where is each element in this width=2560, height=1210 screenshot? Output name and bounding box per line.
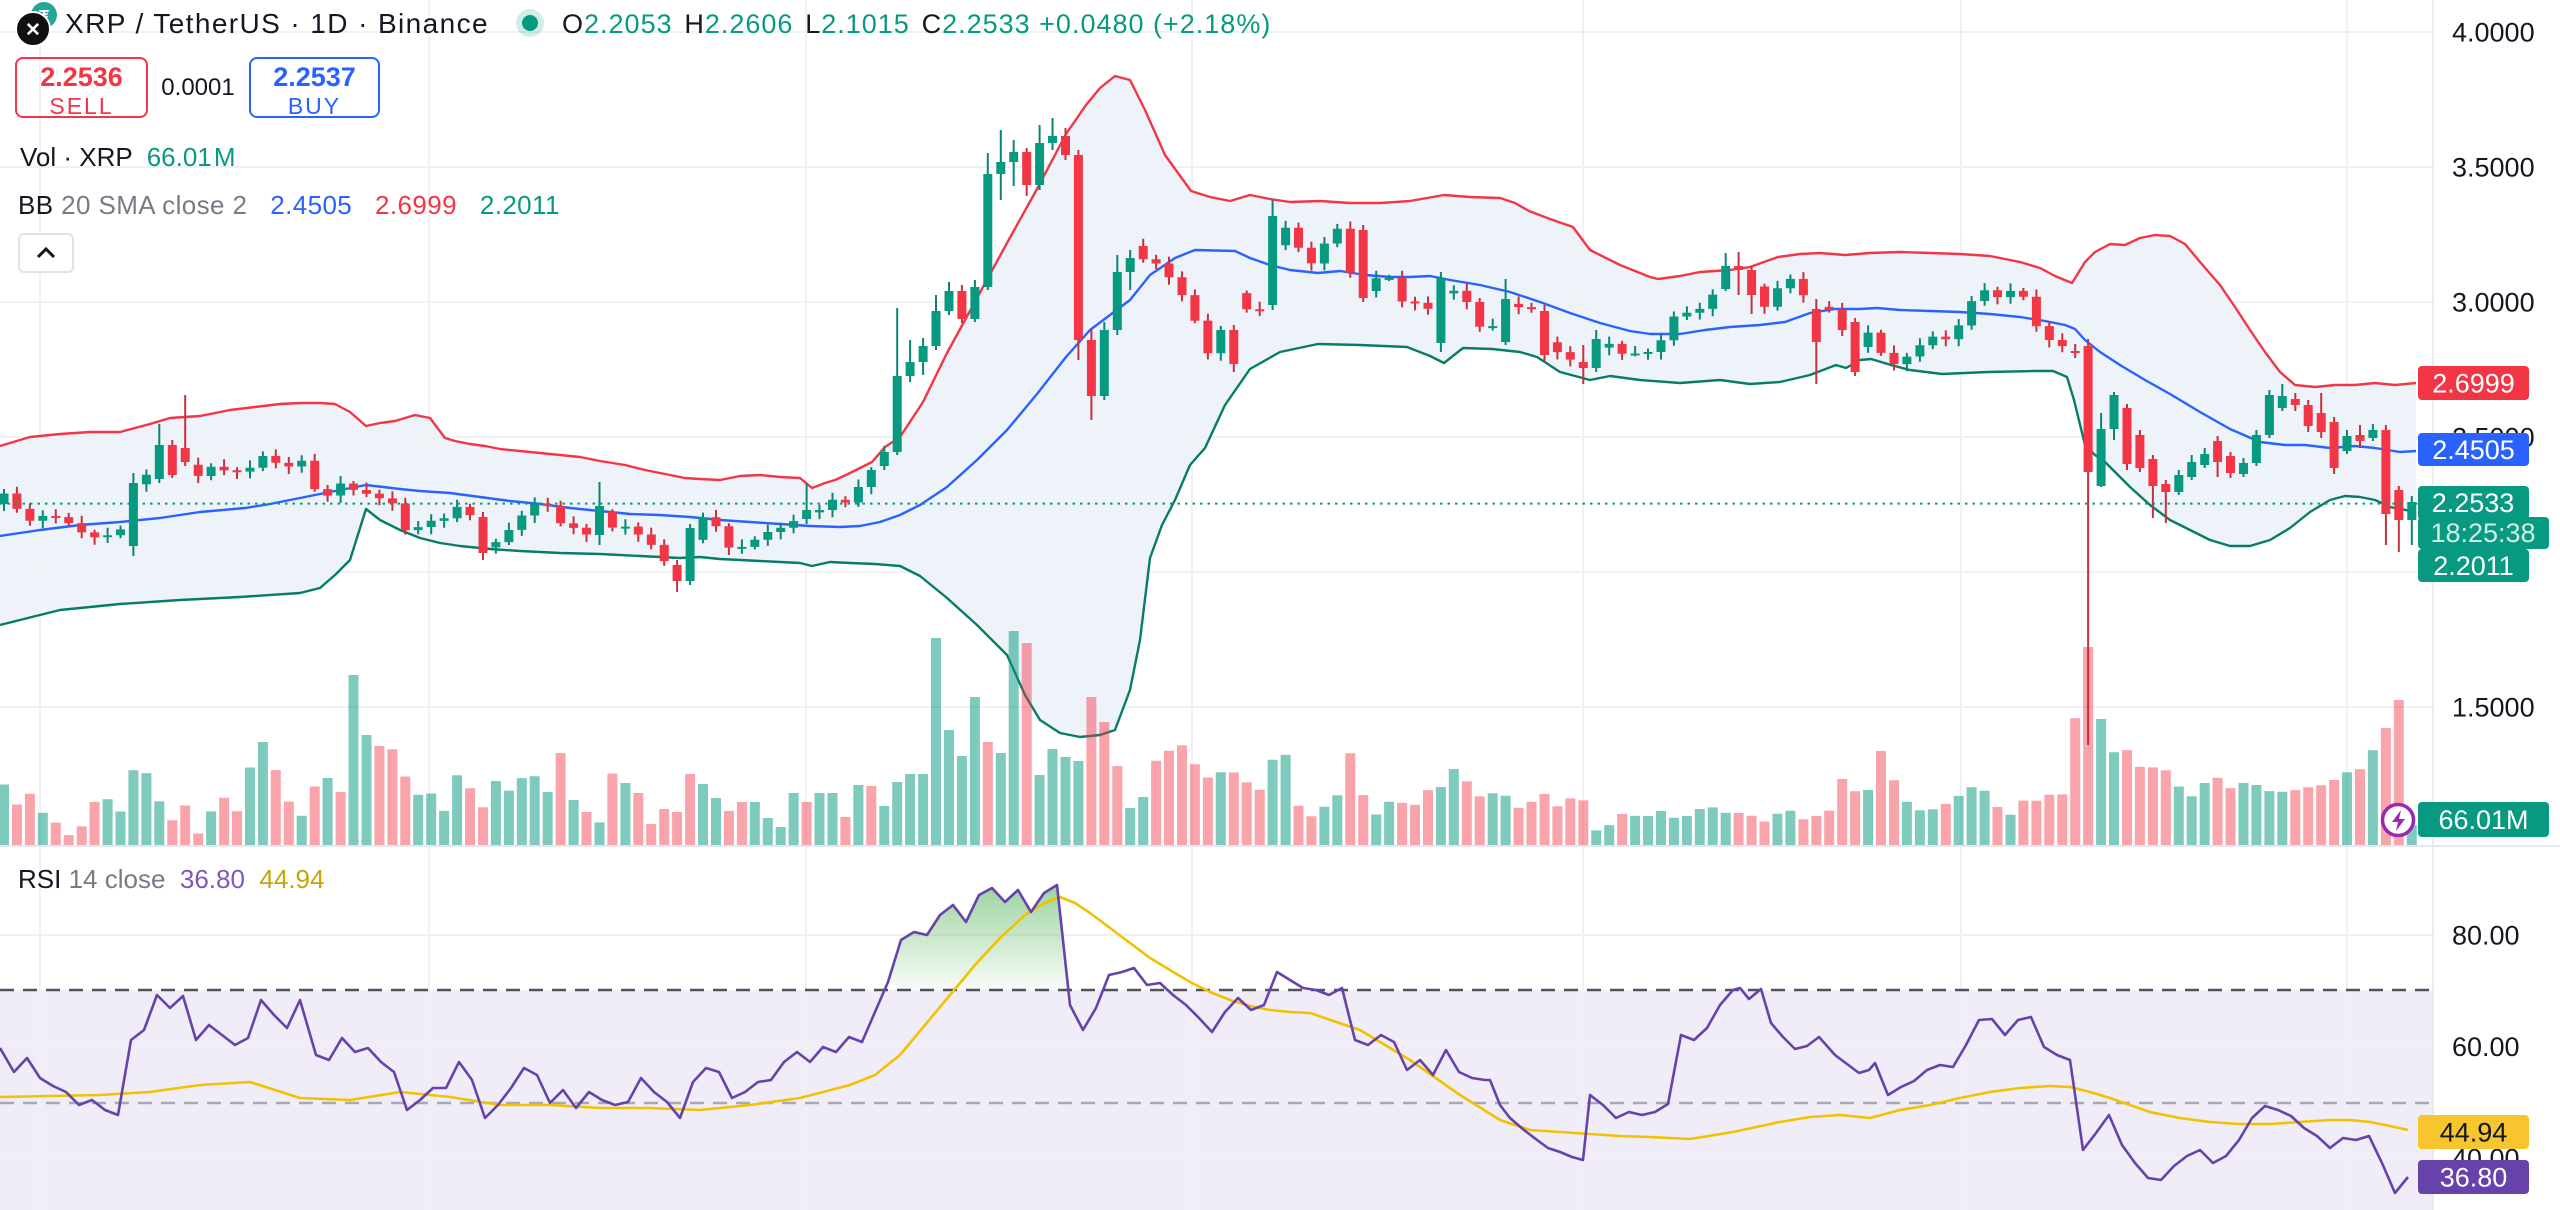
svg-text:80.00: 80.00 [2452,921,2520,951]
svg-text:66.01M: 66.01M [2438,805,2528,835]
svg-text:44.94: 44.94 [2440,1118,2508,1148]
svg-text:2.2533: 2.2533 [2432,488,2515,518]
svg-text:60.00: 60.00 [2452,1032,2520,1062]
svg-text:4.0000: 4.0000 [2452,18,2535,48]
svg-text:2.2011: 2.2011 [2433,551,2514,581]
svg-text:2.4505: 2.4505 [2432,435,2515,465]
svg-text:3.5000: 3.5000 [2452,153,2535,183]
svg-text:✕: ✕ [25,20,41,41]
svg-text:36.80: 36.80 [2440,1163,2508,1193]
svg-text:18:25:38: 18:25:38 [2430,518,2535,548]
svg-text:2.6999: 2.6999 [2432,369,2515,399]
svg-text:1.5000: 1.5000 [2452,693,2535,723]
svg-text:3.0000: 3.0000 [2452,288,2535,318]
